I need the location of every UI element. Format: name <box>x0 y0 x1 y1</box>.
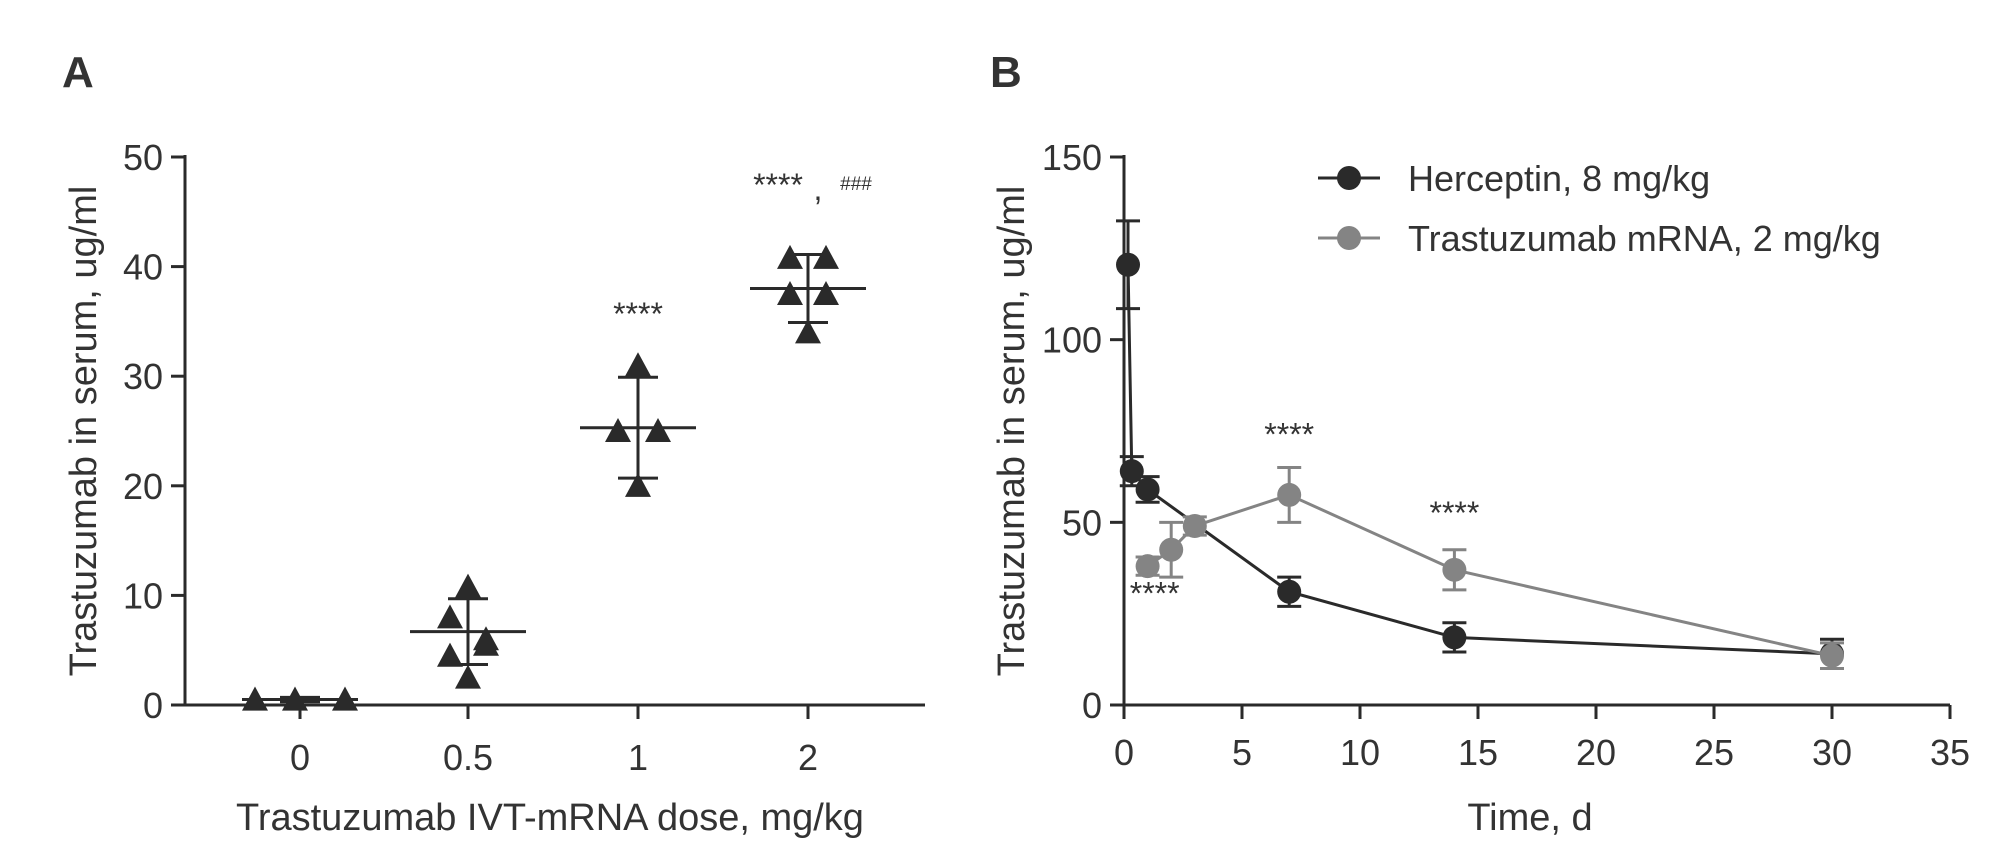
data-point-a <box>777 281 803 306</box>
x-tick-label-a: 1 <box>628 737 648 778</box>
y-tick-label-b: 0 <box>1082 685 1102 726</box>
y-tick-label-b: 100 <box>1042 320 1102 361</box>
panel-a-chart: 0 10 20 30 40 50 0 0.5 1 2 Trastuzumab IVT-mRNA do… <box>63 137 925 839</box>
y-tick-label-a: 40 <box>123 247 163 288</box>
data-point-1 <box>1119 459 1144 484</box>
y-tick-label-b: 150 <box>1042 137 1102 178</box>
data-point-a <box>645 418 671 443</box>
y-tick-label-a: 20 <box>123 466 163 507</box>
x-tick-label-b: 35 <box>1930 732 1970 773</box>
x-tick-label-a: 0.5 <box>443 737 493 778</box>
data-point-2 <box>1135 554 1160 579</box>
data-point-1 <box>1135 477 1160 502</box>
series-line-1 <box>1126 264 1833 656</box>
data-point-a <box>437 604 463 629</box>
significance-a-1: **** <box>613 296 663 332</box>
x-axis-label-b: Time, d <box>1467 797 1592 839</box>
data-point-2 <box>1159 537 1184 562</box>
significance-b-2: **** <box>1429 495 1479 531</box>
data-point-a <box>813 244 839 269</box>
data-point-2 <box>1442 557 1467 582</box>
x-tick-label-b: 10 <box>1340 732 1380 773</box>
data-point-a <box>437 642 463 667</box>
data-point-a <box>605 418 631 443</box>
x-tick-label-a: 2 <box>798 737 818 778</box>
data-point-a <box>473 631 499 656</box>
significance-a-2-hash: ### <box>840 174 872 195</box>
y-axis-label-b: Trastuzumab in serum, ug/ml <box>991 186 1033 677</box>
data-point-a <box>625 352 651 377</box>
data-point-a <box>777 244 803 269</box>
data-point-a <box>455 664 481 689</box>
legend-marker-1 <box>1337 166 1361 190</box>
legend-label-2: Trastuzumab mRNA, 2 mg/kg <box>1408 218 1881 259</box>
data-point-2 <box>1277 482 1302 507</box>
data-point-a <box>625 472 651 497</box>
panel-label-a: A <box>62 48 94 97</box>
x-tick-label-b: 20 <box>1576 732 1616 773</box>
y-axis-label-a: Trastuzumab in serum, ug/ml <box>63 186 105 677</box>
significance-b-3: **** <box>1130 576 1180 612</box>
x-tick-label-b: 5 <box>1232 732 1252 773</box>
data-point-a <box>455 573 481 598</box>
y-tick-label-b: 50 <box>1062 502 1102 543</box>
panel-b-chart: 0 50 100 150 0 5 10 15 20 25 30 35 Time, d Trastuzuma… <box>991 137 1970 839</box>
y-tick-label-a: 10 <box>123 575 163 616</box>
x-tick-label-a: 0 <box>290 737 310 778</box>
x-tick-label-b: 0 <box>1114 732 1134 773</box>
legend-label-1: Herceptin, 8 mg/kg <box>1408 158 1710 199</box>
data-point-a <box>795 319 821 344</box>
significance-a-2-comma: , <box>814 171 823 207</box>
data-point-1 <box>1277 579 1302 604</box>
x-axis-label-a: Trastuzumab IVT-mRNA dose, mg/kg <box>236 797 864 839</box>
significance-a-2: **** <box>753 167 803 203</box>
series-line-2 <box>1146 493 1833 658</box>
x-tick-label-b: 25 <box>1694 732 1734 773</box>
data-point-2 <box>1820 643 1844 668</box>
x-tick-label-b: 30 <box>1812 732 1852 773</box>
data-point-1 <box>1116 252 1141 277</box>
panel-label-b: B <box>990 48 1022 97</box>
y-tick-label-a: 0 <box>143 685 163 726</box>
y-tick-label-a: 50 <box>123 137 163 178</box>
y-tick-label-a: 30 <box>123 356 163 397</box>
data-point-2 <box>1182 513 1207 538</box>
legend-marker-2 <box>1337 226 1361 250</box>
data-point-1 <box>1442 625 1467 650</box>
significance-b-1: **** <box>1264 417 1314 453</box>
data-point-a <box>813 281 839 306</box>
x-tick-label-b: 15 <box>1458 732 1498 773</box>
